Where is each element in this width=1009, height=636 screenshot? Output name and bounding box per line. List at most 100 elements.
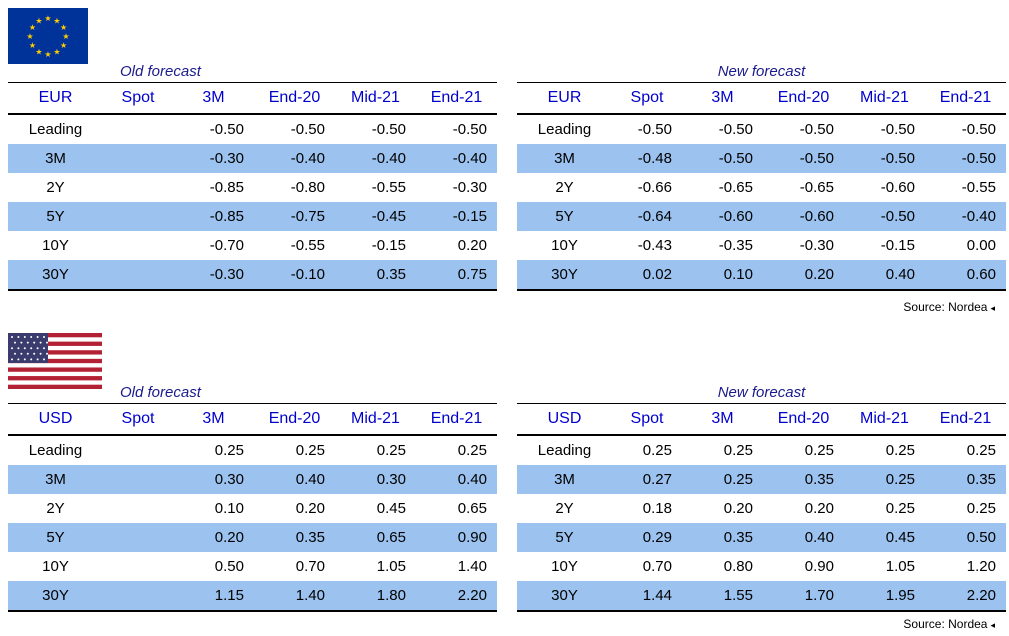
tenor-label: Leading [28, 121, 83, 138]
rate-cell: -0.40 [254, 144, 335, 173]
stripe [8, 384, 102, 389]
column-header: 3M [173, 404, 254, 436]
rate-cell [103, 435, 173, 465]
star-icon: ★ [29, 23, 36, 32]
tenor-label: 30Y [8, 581, 103, 612]
rate-cell: 0.40 [416, 465, 497, 494]
tenor-label: 10Y [42, 237, 69, 254]
column-header: End-20 [763, 404, 844, 436]
tenor-label: 2Y [46, 500, 65, 517]
rate-cell: -0.80 [290, 179, 325, 196]
star-icon: ★ [60, 23, 67, 32]
currency-header: EUR [8, 83, 103, 115]
source-note: Source: Nordea ◂ [903, 300, 995, 314]
star-dot [23, 358, 26, 361]
rate-cell: 0.35 [682, 523, 763, 552]
rate-cell: -0.30 [452, 179, 487, 196]
rate-cell: 0.35 [335, 260, 416, 291]
rate-cell: -0.50 [763, 144, 844, 173]
rate-cell: 0.35 [254, 523, 335, 552]
rate-cell: -0.75 [254, 202, 335, 231]
rate-cell: 0.25 [966, 442, 996, 459]
rate-cell: 1.40 [457, 558, 487, 575]
rate-cell: 0.80 [723, 558, 753, 575]
star-icon: ★ [35, 48, 42, 57]
column-header: 3M [682, 83, 763, 115]
table-caption: Old forecast [8, 383, 497, 404]
star-dot [17, 336, 20, 338]
table-row: 30Y 1.44 1.55 1.70 1.95 2.20 [517, 581, 1006, 612]
rate-cell: 2.20 [416, 581, 497, 612]
source-text: Source: Nordea [903, 300, 988, 314]
star-icon: ★ [60, 41, 67, 50]
star-icon: ★ [62, 32, 69, 41]
table-row: 3M -0.48 -0.50 -0.50 -0.50 -0.50 [517, 144, 1006, 173]
column-header: Mid-21 [844, 404, 925, 436]
rate-cell [103, 173, 173, 202]
table-row: Leading -0.50 -0.50 -0.50 -0.50 -0.50 [517, 114, 1006, 144]
tenor-label: 5Y [8, 523, 103, 552]
rate-cell: 1.44 [612, 581, 682, 612]
tenor-label: 2Y [555, 179, 574, 196]
rate-cell: 0.25 [376, 442, 406, 459]
rate-cell: 0.50 [925, 523, 1006, 552]
star-dot [39, 341, 42, 344]
rate-cell: 0.25 [457, 442, 487, 459]
rate-cell: 0.10 [214, 500, 244, 517]
star-icon: ★ [53, 48, 60, 57]
table-row: 10Y 0.70 0.80 0.90 1.05 1.20 [517, 552, 1006, 581]
rate-cell: -0.50 [290, 121, 325, 138]
star-dot [46, 341, 48, 344]
rate-cell: -0.70 [209, 237, 244, 254]
rate-cell: 1.05 [376, 558, 406, 575]
table-row: 10Y 0.50 0.70 1.05 1.40 [8, 552, 497, 581]
tenor-label: 10Y [42, 558, 69, 575]
rate-cell: 1.55 [682, 581, 763, 612]
rate-cell: 0.25 [682, 465, 763, 494]
rate-cell: -0.50 [209, 121, 244, 138]
table-caption: New forecast [517, 62, 1006, 83]
table-caption: Old forecast [8, 62, 497, 83]
table-row: 3M 0.30 0.40 0.30 0.40 [8, 465, 497, 494]
column-header: End-21 [416, 404, 497, 436]
rate-cell: 0.20 [173, 523, 254, 552]
column-header: Mid-21 [335, 404, 416, 436]
table-row: 10Y -0.70 -0.55 -0.15 0.20 [8, 231, 497, 260]
rate-cell: 0.25 [804, 442, 834, 459]
star-dot [20, 341, 23, 344]
rate-cell: -0.64 [612, 202, 682, 231]
tenor-label: 2Y [46, 179, 65, 196]
tenor-label: 10Y [551, 558, 578, 575]
column-header: Spot [103, 83, 173, 115]
rate-cell: -0.60 [763, 202, 844, 231]
rate-cell: -0.85 [209, 179, 244, 196]
rate-cell: -0.60 [682, 202, 763, 231]
rate-cell: -0.50 [961, 121, 996, 138]
rate-cell: 1.95 [844, 581, 925, 612]
table-row: 2Y -0.85 -0.80 -0.55 -0.30 [8, 173, 497, 202]
rate-cell: 1.70 [763, 581, 844, 612]
rate-cell: 0.45 [844, 523, 925, 552]
column-header: Spot [612, 404, 682, 436]
rate-cell: -0.43 [637, 237, 672, 254]
column-header: 3M [682, 404, 763, 436]
rate-cell: 0.20 [804, 500, 834, 517]
rate-cell: 0.70 [295, 558, 325, 575]
rate-cell: -0.30 [173, 260, 254, 291]
eur-old-forecast-table: Old forecast EUR Spot 3M End-20 Mid-21 End-21… [8, 62, 497, 291]
rate-cell: 0.40 [844, 260, 925, 291]
star-icon: ★ [44, 50, 51, 59]
rate-cell: 0.65 [457, 500, 487, 517]
rate-cell: 0.30 [173, 465, 254, 494]
rate-cell: -0.50 [718, 121, 753, 138]
rate-cell: 0.25 [885, 442, 915, 459]
star-dot [33, 352, 36, 355]
table-row: Leading 0.25 0.25 0.25 0.25 [8, 435, 497, 465]
column-header: Mid-21 [335, 83, 416, 115]
tenor-label: 3M [8, 465, 103, 494]
rate-cell: 0.20 [457, 237, 487, 254]
rate-cell: 1.20 [966, 558, 996, 575]
star-dot [11, 347, 13, 350]
tenor-label: 3M [8, 144, 103, 173]
rate-cell: 0.25 [723, 442, 753, 459]
